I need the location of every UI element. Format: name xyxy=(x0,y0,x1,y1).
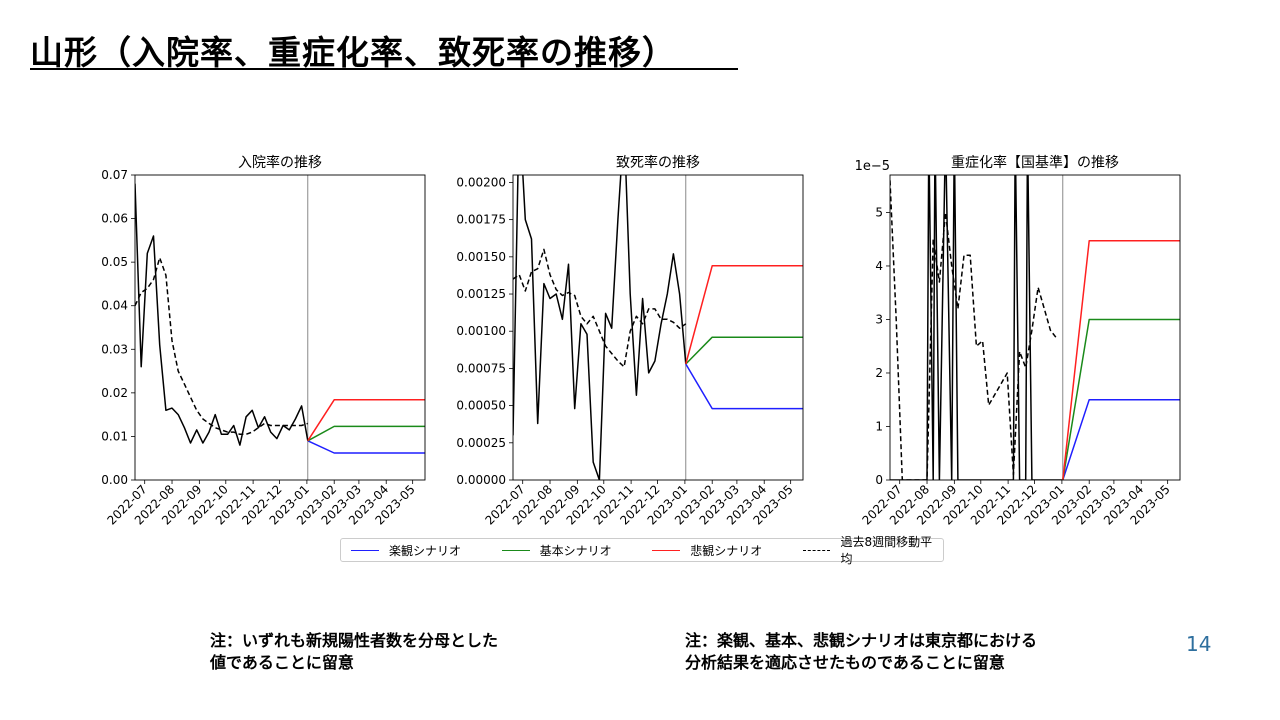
note-scenario-source: 注：楽観、基本、悲観シナリオは東京都における 分析結果を適応させたものであること… xyxy=(685,631,1038,672)
series-base xyxy=(685,336,803,365)
series-optimistic xyxy=(307,440,425,454)
chart-legend: 楽観シナリオ 基本シナリオ 悲観シナリオ 過去8週間移動平均 xyxy=(340,535,944,566)
series-moving-average xyxy=(513,248,687,368)
legend-label-moving-average: 過去8週間移動平均 xyxy=(840,535,933,566)
legend-label-base: 基本シナリオ xyxy=(539,543,612,558)
chart-title: 重症化率【国基準】の推移 xyxy=(951,154,1119,171)
y-tick-label: 0.02 xyxy=(101,386,128,400)
y-tick-label: 0.00125 xyxy=(456,287,506,301)
chart-3: 重症化率【国基準】の推移1e−50123452022-072022-082022… xyxy=(855,154,1181,528)
y-tick-label: 2 xyxy=(875,366,883,380)
series-pessimistic xyxy=(307,399,425,442)
series-base xyxy=(1062,318,1180,480)
y-tick-label: 1 xyxy=(875,419,883,433)
plot-frame xyxy=(889,174,1181,481)
legend-item-pessimistic: 悲観シナリオ xyxy=(652,542,793,559)
y-tick-label: 0.00100 xyxy=(456,324,506,338)
charts-canvas: 入院率の推移 0.00 0.01 0.02 0.03 0.04 0.05 0.06 0.07 2 0… xyxy=(101,154,1181,528)
y-multiplier-label: 1e−5 xyxy=(855,159,890,174)
series-pessimistic xyxy=(1062,240,1180,480)
y-tick-label: 0.05 xyxy=(101,255,128,269)
page-number: 14 xyxy=(1186,632,1212,656)
y-tick-label: 0.00 xyxy=(101,473,128,487)
series-actual xyxy=(890,175,1063,480)
slide-title: 山形（入院率、重症化率、致死率の推移） xyxy=(30,33,676,72)
title-underline xyxy=(30,68,738,70)
y-tick-label: 0.00200 xyxy=(456,175,506,189)
chart-title: 致死率の推移 xyxy=(616,154,700,171)
y-tick-label: 0.00000 xyxy=(456,473,506,487)
series-optimistic xyxy=(1062,398,1180,480)
legend-item-base: 基本シナリオ xyxy=(501,542,643,559)
chart-title: 入院率の推移 xyxy=(238,154,322,171)
y-tick-label: 0.00050 xyxy=(456,399,506,413)
y-tick-label: 0 xyxy=(875,473,883,487)
y-tick-label: 3 xyxy=(875,312,883,326)
series-moving-average xyxy=(890,180,1058,480)
y-tick-label: 0.00025 xyxy=(456,436,506,450)
y-tick-label: 0.06 xyxy=(101,212,128,226)
legend-swatch-optimistic xyxy=(351,549,379,551)
y-tick-label: 0.03 xyxy=(101,342,128,356)
y-tick-label: 0.00150 xyxy=(456,250,506,264)
plot-area xyxy=(135,183,425,454)
plot-area xyxy=(513,175,803,480)
legend-swatch-base xyxy=(501,549,530,551)
y-tick-label: 0.04 xyxy=(101,299,128,313)
y-tick-label: 0.01 xyxy=(101,429,128,443)
legend-item-optimistic: 楽観シナリオ xyxy=(351,542,492,559)
plot-area xyxy=(890,175,1180,480)
legend-swatch-pessimistic xyxy=(652,549,681,551)
y-tick-label: 4 xyxy=(875,259,883,273)
legend-label-optimistic: 楽観シナリオ xyxy=(389,543,462,558)
y-tick-label: 5 xyxy=(875,205,883,219)
series-optimistic xyxy=(685,363,803,410)
series-actual xyxy=(513,175,687,480)
plot-frame xyxy=(134,174,426,481)
y-tick-label: 0.00075 xyxy=(456,361,506,375)
legend-swatch-moving-average xyxy=(802,549,831,551)
y-tick-label: 0.00175 xyxy=(456,213,506,227)
series-pessimistic xyxy=(685,265,803,365)
series-actual xyxy=(135,183,309,446)
chart-1: 入院率の推移0.000.010.020.030.040.050.060.0720… xyxy=(101,154,426,528)
note-denominator: 注：いずれも新規陽性者数を分母とした 値であることに留意 xyxy=(210,631,499,672)
legend-item-moving-average: 過去8週間移動平均 xyxy=(802,533,943,567)
series-base xyxy=(307,425,425,442)
y-tick-label: 0.07 xyxy=(101,168,128,182)
plot-frame xyxy=(512,174,804,481)
legend-label-pessimistic: 悲観シナリオ xyxy=(690,543,763,558)
series-moving-average xyxy=(135,257,309,436)
chart-2: 致死率の推移 0.00000 0.00025 0.00050 0.00075 0.0010… xyxy=(456,154,804,528)
